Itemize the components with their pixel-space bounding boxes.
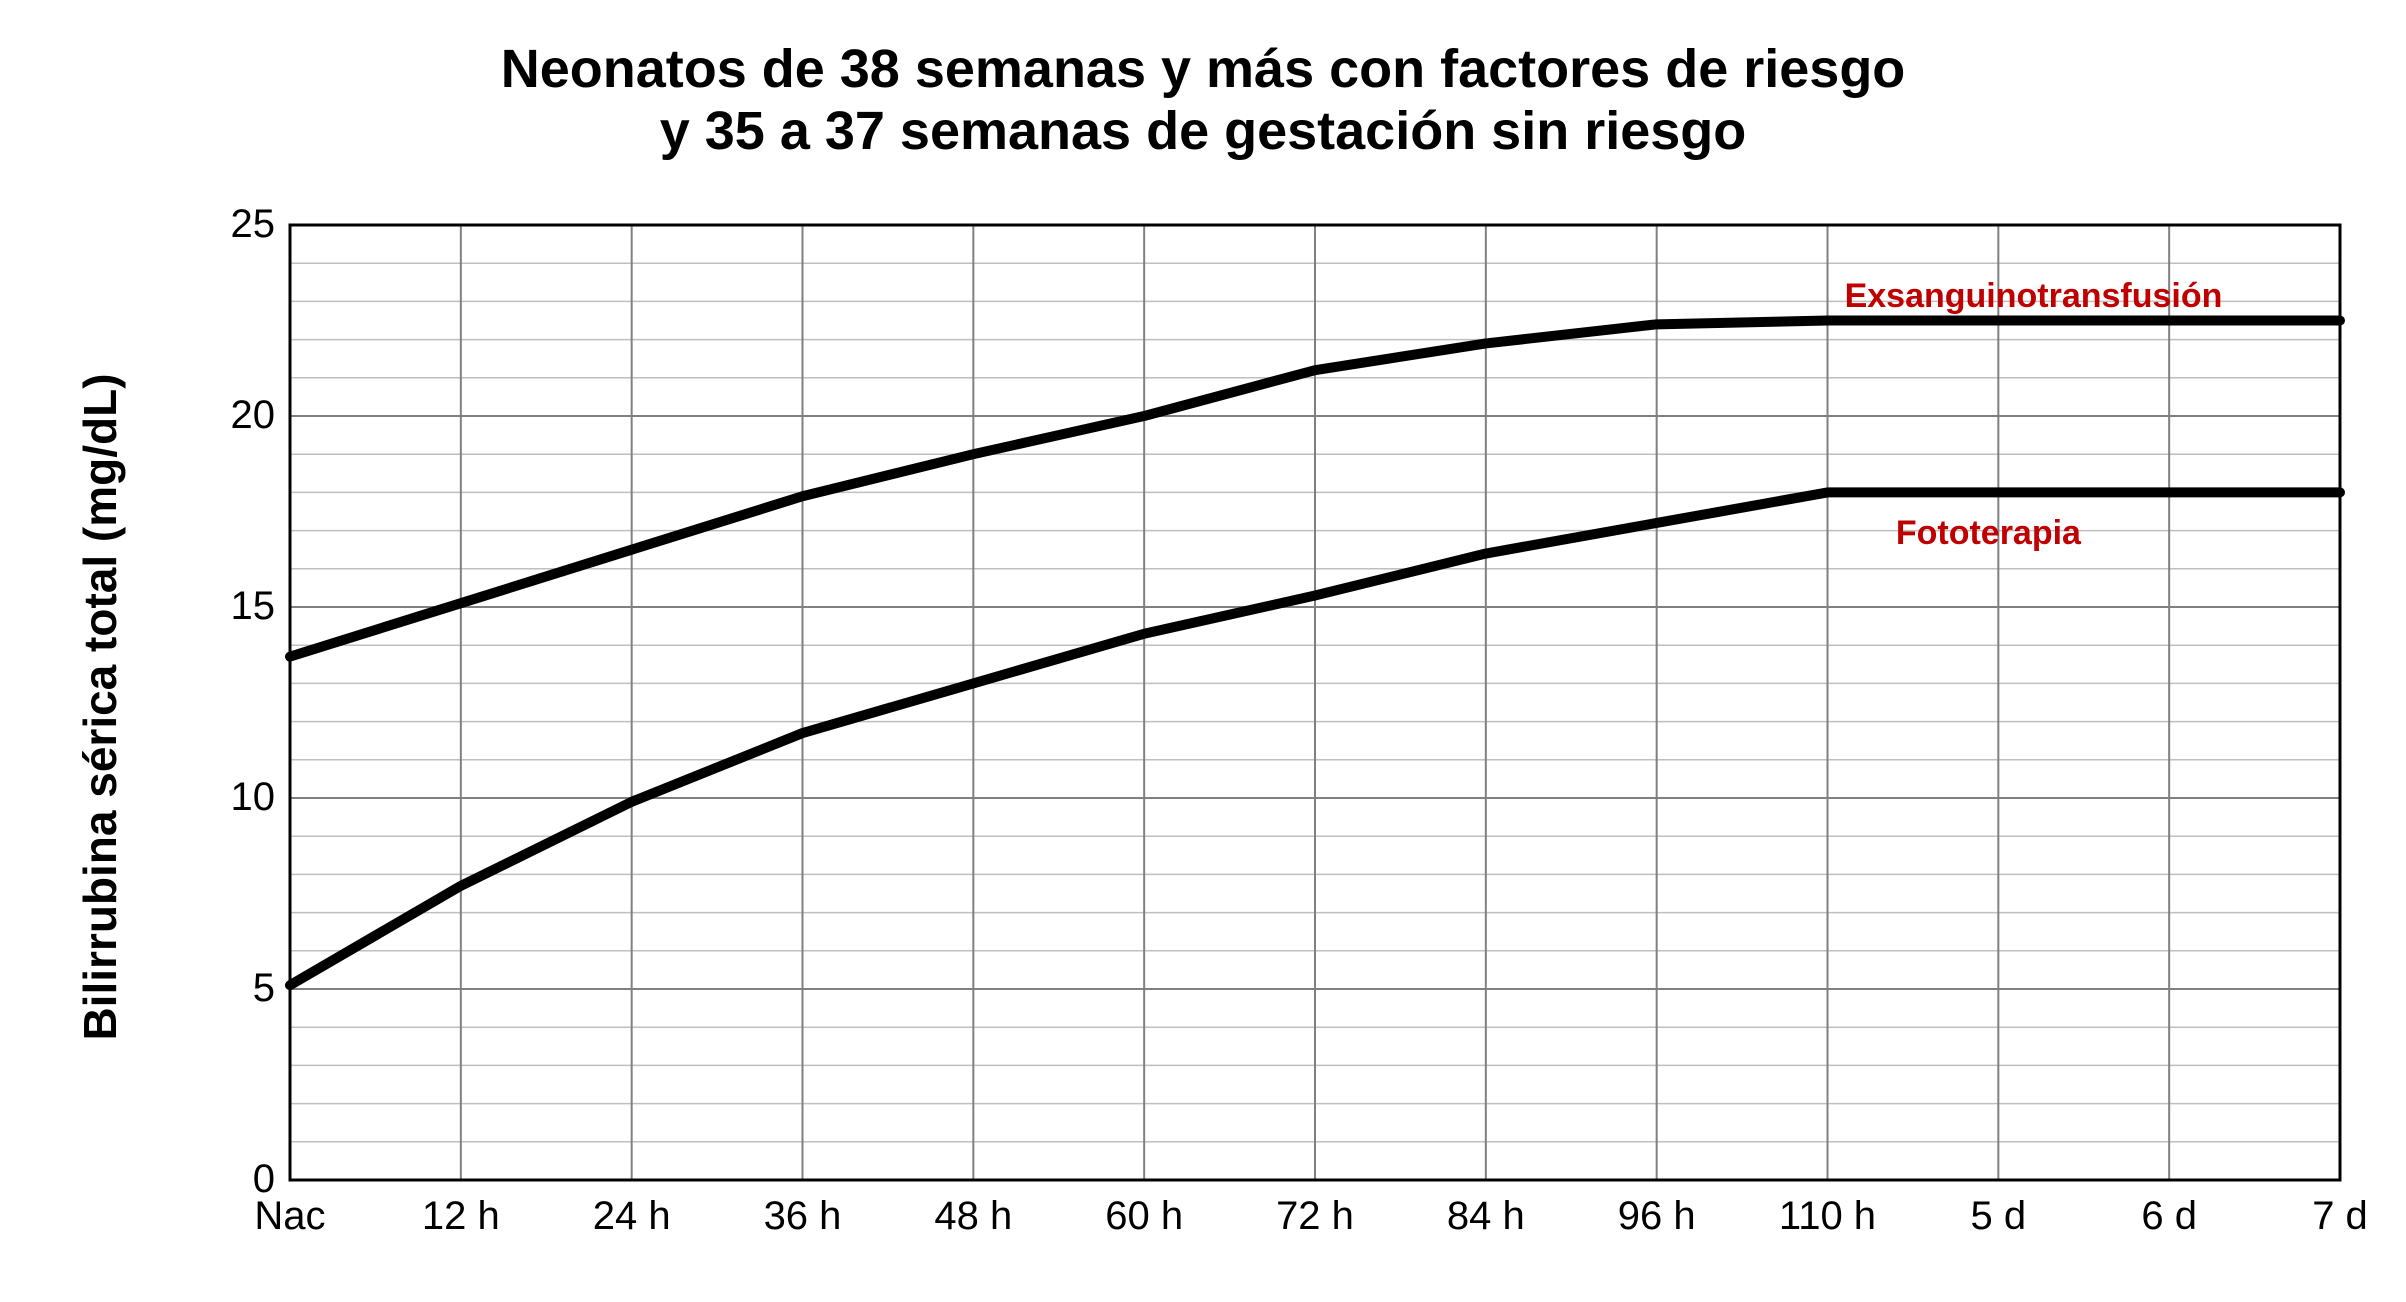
x-tick-label: 36 h: [723, 1194, 883, 1239]
chart-page: Neonatos de 38 semanas y más con factore…: [0, 0, 2406, 1302]
x-tick-label: 60 h: [1064, 1194, 1224, 1239]
x-tick-label: 110 h: [1748, 1194, 1908, 1239]
y-tick-label: 5: [175, 966, 275, 1011]
x-tick-label: Nac: [210, 1194, 370, 1239]
x-tick-label: 72 h: [1235, 1194, 1395, 1239]
x-tick-label: 5 d: [1918, 1194, 2078, 1239]
series-label: Exsanguinotransfusión: [1845, 277, 2223, 316]
y-tick-label: 15: [175, 584, 275, 629]
x-tick-label: 96 h: [1577, 1194, 1737, 1239]
x-tick-label: 84 h: [1406, 1194, 1566, 1239]
x-tick-label: 48 h: [893, 1194, 1053, 1239]
y-tick-label: 20: [175, 393, 275, 438]
x-tick-label: 7 d: [2260, 1194, 2406, 1239]
plot-area: [0, 0, 2406, 1302]
x-tick-label: 12 h: [381, 1194, 541, 1239]
x-tick-label: 6 d: [2089, 1194, 2249, 1239]
y-tick-label: 10: [175, 775, 275, 820]
x-tick-label: 24 h: [552, 1194, 712, 1239]
y-tick-label: 25: [175, 202, 275, 247]
series-label: Fototerapia: [1896, 514, 2081, 553]
